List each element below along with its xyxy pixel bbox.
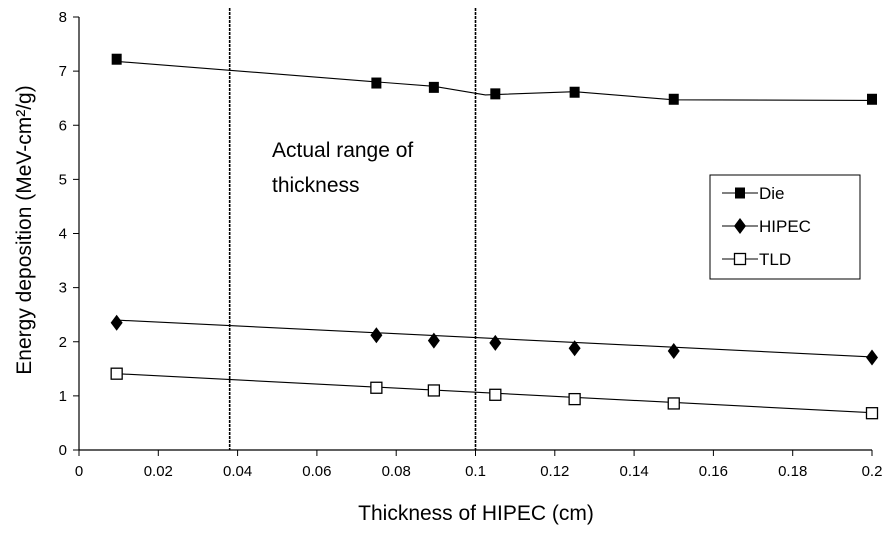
y-tick-label: 0: [59, 442, 67, 459]
data-point-die: [371, 77, 382, 89]
legend-marker-hipec: [734, 218, 746, 234]
x-tick-label: 0.1: [465, 463, 486, 480]
data-point-tld: [370, 381, 383, 394]
data-point-tld: [568, 392, 581, 406]
x-tick-label: 0.2: [862, 463, 883, 480]
legend-label-hipec: HIPEC: [759, 217, 811, 236]
data-point-die: [569, 86, 580, 98]
data-point-hipec: [489, 334, 502, 351]
y-tick-label: 1: [59, 388, 67, 405]
tick-labels: 0 1 2 3 4 5 6 7 8 0 0.02 0.04 0.06 0.08 0.1 0.12 0.14 0.1…: [59, 9, 883, 480]
data-point-tld: [865, 407, 879, 420]
x-tick-label: 0.08: [382, 463, 411, 480]
data-point-tld: [489, 388, 502, 401]
annotation-line-2: thickness: [272, 174, 360, 197]
legend-marker-die: [735, 187, 745, 199]
x-tick-label: 0.06: [302, 463, 331, 480]
x-tick-label: 0.02: [144, 463, 173, 480]
x-tick-label: 0.14: [619, 463, 648, 480]
legend-marker-tld: [733, 252, 747, 266]
y-tick-label: 7: [59, 63, 67, 80]
data-point-die: [867, 93, 877, 105]
data-point-hipec: [568, 340, 581, 357]
series-layer: [110, 53, 879, 420]
data-point-hipec: [667, 342, 680, 359]
data-point-tld: [427, 384, 441, 397]
y-tick-label: 8: [59, 9, 67, 26]
legend: Die HIPEC TLD: [709, 174, 861, 280]
annotation-line-1: Actual range of: [272, 139, 413, 162]
data-point-tld: [667, 397, 680, 410]
data-point-die: [111, 53, 122, 65]
data-point-hipec: [110, 314, 123, 331]
data-point-die: [428, 81, 439, 93]
legend-items: Die HIPEC TLD: [722, 184, 811, 269]
x-tick-label: 0.12: [540, 463, 569, 480]
data-point-hipec: [427, 332, 440, 349]
data-point-tld: [110, 367, 123, 380]
x-tick-label: 0: [75, 463, 83, 480]
legend-label-die: Die: [759, 184, 785, 203]
y-tick-label: 5: [59, 171, 67, 188]
x-tick-label: 0.04: [223, 463, 252, 480]
y-tick-label: 4: [59, 226, 67, 243]
data-point-die: [668, 93, 679, 105]
legend-label-tld: TLD: [759, 250, 791, 269]
y-tick-label: 3: [59, 280, 67, 297]
x-tick-label: 0.16: [699, 463, 728, 480]
data-point-die: [490, 88, 501, 100]
y-axis-title: Energy deposition (MeV-cm²/g): [13, 85, 36, 374]
data-point-hipec: [866, 349, 878, 366]
y-tick-label: 2: [59, 334, 67, 351]
data-point-hipec: [370, 327, 383, 344]
x-axis-title: Thickness of HIPEC (cm): [358, 502, 594, 525]
range-lines: [228, 8, 477, 450]
y-tick-label: 6: [59, 117, 67, 134]
x-tick-label: 0.18: [778, 463, 807, 480]
